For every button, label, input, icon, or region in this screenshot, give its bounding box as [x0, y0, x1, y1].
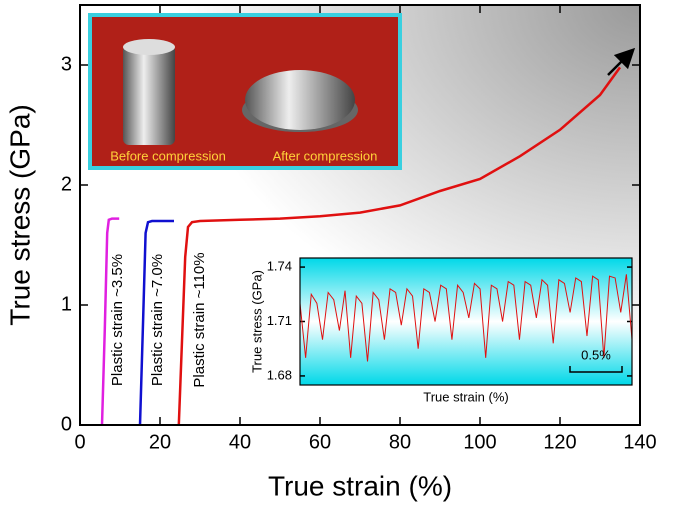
annotation: Plastic strain ~7.0%	[149, 254, 166, 386]
photo-label: After compression	[273, 148, 378, 163]
plot-frame	[299, 257, 633, 386]
inset-background	[300, 258, 632, 385]
x-axis-title: True strain (%)	[268, 470, 452, 501]
plot-frame	[79, 4, 641, 426]
sample-before	[123, 45, 175, 145]
y-tick-label: 0	[61, 413, 72, 435]
x-tick-label: 60	[309, 431, 331, 453]
sample-before-top	[123, 39, 175, 55]
photo-label: Before compression	[110, 148, 226, 163]
scale-bar	[569, 366, 623, 373]
y-tick-label: 3	[61, 53, 72, 75]
y-tick-label: 2	[61, 173, 72, 195]
sample-after	[245, 70, 355, 130]
y-axis-title: True stress (GPa)	[249, 270, 264, 373]
arrow	[607, 47, 636, 76]
y-tick-label: 1.71	[267, 313, 292, 328]
scale-bar-label: 0.5%	[581, 347, 611, 362]
y-tick-label: 1.68	[267, 367, 292, 382]
series-line	[138, 219, 174, 426]
x-tick-label: 80	[389, 431, 411, 453]
series-line	[100, 217, 120, 426]
series-line	[299, 274, 633, 362]
series-line	[177, 66, 622, 426]
x-axis-title: True strain (%)	[423, 389, 508, 404]
y-tick-label: 1.74	[267, 259, 292, 274]
y-tick-label: 1	[61, 293, 72, 315]
x-tick-label: 120	[543, 431, 576, 453]
photo-inset: Before compression After compression	[88, 13, 402, 170]
annotation: Plastic strain ~110%	[191, 252, 208, 387]
x-tick-label: 140	[623, 431, 656, 453]
annotation: Plastic strain ~3.5%	[109, 254, 126, 386]
x-tick-label: 20	[149, 431, 171, 453]
y-axis-title: True stress (GPa)	[4, 104, 35, 325]
x-tick-label: 0	[74, 431, 85, 453]
x-tick-label: 40	[229, 431, 251, 453]
x-tick-label: 100	[463, 431, 496, 453]
